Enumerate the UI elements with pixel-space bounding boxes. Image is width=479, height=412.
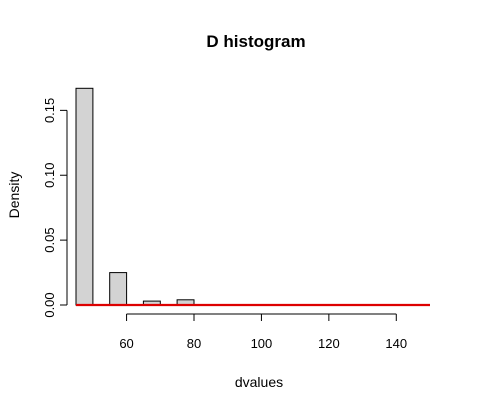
y-tick-label-2: 0.10 xyxy=(42,163,57,188)
x-tick-label-2: 100 xyxy=(251,336,273,351)
x-tick-label-4: 140 xyxy=(385,336,407,351)
y-axis-label: Density xyxy=(6,172,22,219)
x-tick-label-3: 120 xyxy=(318,336,340,351)
y-tick-label-1: 0.05 xyxy=(42,227,57,252)
histogram-bar-0 xyxy=(75,87,94,306)
x-axis-label: dvalues xyxy=(235,374,283,390)
x-axis: 60 80 100 120 140 xyxy=(119,313,407,351)
x-tick-label-1: 80 xyxy=(187,336,201,351)
y-tick-label-0: 0.00 xyxy=(42,292,57,317)
histogram-bar-2 xyxy=(109,272,128,306)
x-tick-label-0: 60 xyxy=(119,336,133,351)
y-axis: 0.00 0.05 0.10 0.15 xyxy=(42,98,68,318)
y-tick-label-3: 0.15 xyxy=(42,98,57,123)
histogram-bars xyxy=(75,87,195,306)
chart-title: D histogram xyxy=(206,32,305,51)
